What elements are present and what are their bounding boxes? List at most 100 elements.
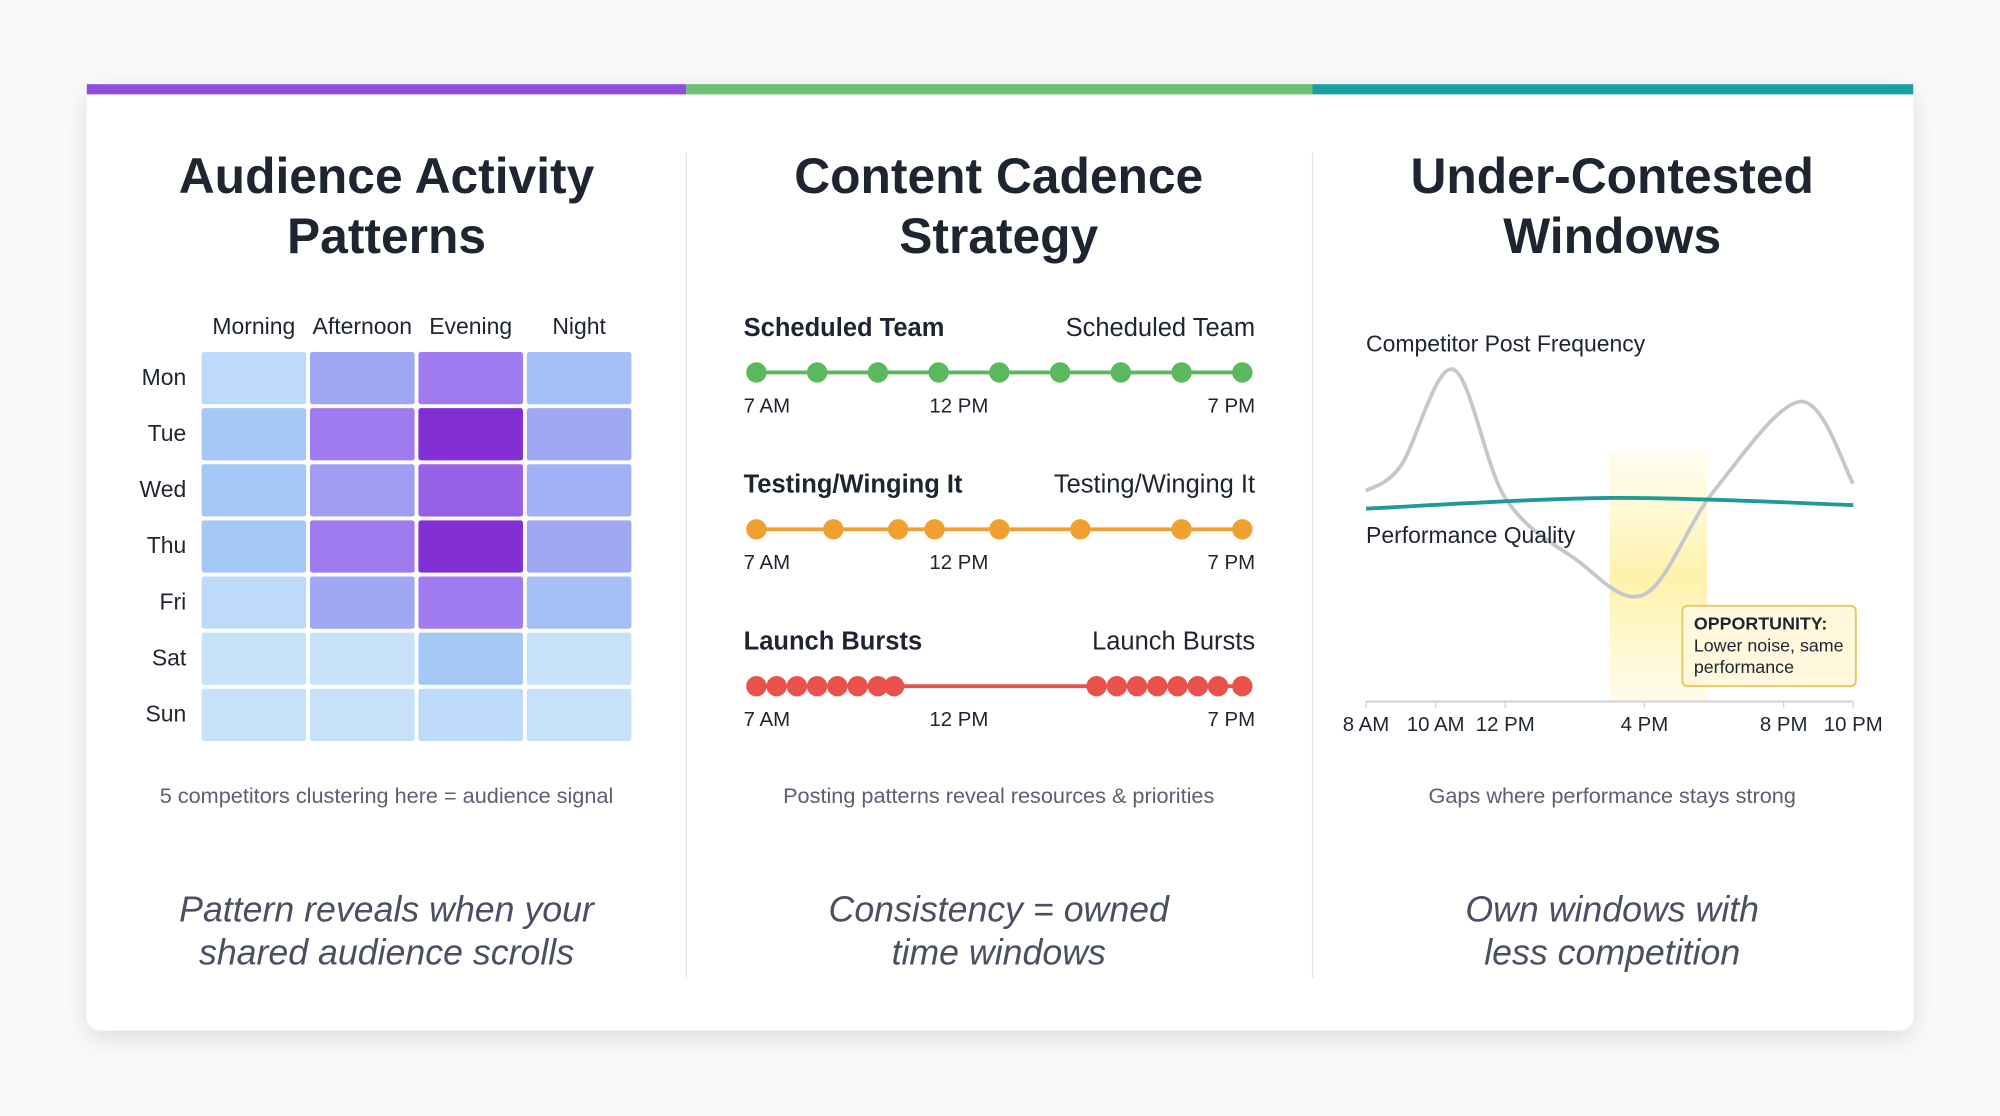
- column-label: Night: [552, 313, 606, 339]
- heat-cell: [201, 520, 307, 573]
- panel-title: Patterns: [287, 208, 486, 264]
- heat-cell: [309, 464, 415, 517]
- post-dot: [1171, 519, 1192, 540]
- post-dot: [1232, 519, 1253, 540]
- heat-cell: [309, 632, 415, 685]
- callout: [1681, 604, 1857, 688]
- takeaway: less competition: [1484, 933, 1740, 973]
- post-dot: [989, 519, 1010, 540]
- column-label: Morning: [212, 313, 295, 339]
- series-label: Competitor Post Frequency: [1366, 331, 1646, 357]
- x-tick-label: 7 PM: [1207, 552, 1255, 574]
- takeaway: Consistency = owned: [829, 889, 1171, 929]
- row-label: Fri: [160, 588, 187, 614]
- post-dot: [883, 675, 905, 697]
- post-dot: [1147, 675, 1168, 697]
- callout-text: Lower noise, same: [1694, 635, 1844, 655]
- panel-title: Strategy: [899, 208, 1098, 264]
- panel-title: Content Cadence: [794, 148, 1203, 204]
- post-dot: [1167, 675, 1188, 697]
- series-label: Launch Bursts: [1092, 628, 1255, 656]
- heat-cell: [418, 464, 523, 517]
- x-tick-label: 12 PM: [929, 709, 988, 731]
- series-label: Launch Bursts: [744, 628, 923, 656]
- x-tick-label: 7 AM: [744, 709, 790, 731]
- heat-cell: [201, 576, 307, 629]
- callout-text: performance: [1694, 657, 1794, 677]
- stripe: [686, 84, 1313, 95]
- post-dot: [806, 362, 828, 383]
- post-dot: [806, 675, 828, 697]
- heat-cell: [526, 408, 632, 461]
- heat-cell: [309, 352, 415, 405]
- post-dot: [1110, 362, 1132, 383]
- x-tick-label: 7 AM: [744, 552, 790, 574]
- heat-cell: [526, 632, 632, 685]
- row-label: Tue: [148, 420, 187, 446]
- heat-cell: [418, 520, 523, 573]
- caption: Gaps where performance stays strong: [1429, 783, 1796, 808]
- takeaway: Own windows with: [1465, 889, 1759, 929]
- series-line: [1364, 367, 1855, 599]
- post-dot: [1086, 675, 1107, 697]
- post-dot: [1232, 675, 1253, 697]
- heat-cell: [201, 464, 307, 517]
- heat-cell: [526, 576, 632, 629]
- row-label: Sun: [145, 701, 186, 727]
- post-dot: [867, 675, 889, 697]
- x-tick-label: 12 PM: [1476, 714, 1535, 736]
- post-dot: [887, 519, 909, 540]
- row-label: Wed: [140, 476, 187, 502]
- x-tick-label: 8 PM: [1760, 714, 1808, 736]
- series-label: Scheduled Team: [744, 314, 945, 342]
- x-tick-label: 10 PM: [1824, 714, 1883, 736]
- post-dot: [1171, 362, 1192, 383]
- takeaway: Pattern reveals when your: [179, 889, 596, 929]
- series-label: Testing/Winging It: [1054, 471, 1255, 499]
- heat-cell: [418, 576, 523, 629]
- callout-text: OPPORTUNITY:: [1694, 614, 1828, 634]
- x-tick-label: 10 AM: [1407, 714, 1465, 736]
- heat-cell: [418, 688, 523, 742]
- panel-title: Windows: [1503, 208, 1721, 264]
- post-dot: [1126, 675, 1148, 697]
- heat-cell: [201, 352, 307, 405]
- heat-cell: [201, 408, 307, 461]
- heat-cell: [526, 464, 632, 517]
- post-dot: [827, 675, 848, 697]
- x-tick-label: 7 AM: [744, 395, 790, 417]
- post-dot: [1049, 362, 1071, 383]
- card: [86, 84, 1914, 1031]
- heat-cell: [201, 632, 307, 685]
- post-dot: [924, 519, 945, 540]
- x-tick-label: 7 PM: [1207, 709, 1255, 731]
- heat-cell: [418, 408, 523, 461]
- series-line: [1365, 495, 1854, 511]
- heat-cell: [309, 408, 415, 461]
- post-dot: [1070, 519, 1091, 540]
- post-dot: [746, 362, 767, 383]
- takeaway: time windows: [892, 933, 1106, 973]
- series-label: Testing/Winging It: [744, 471, 963, 499]
- heat-cell: [526, 520, 632, 573]
- x-tick-label: 7 PM: [1207, 395, 1255, 417]
- column-label: Evening: [429, 313, 512, 339]
- stripe: [1312, 84, 1914, 95]
- column-label: Afternoon: [313, 313, 412, 339]
- caption: Posting patterns reveal resources & prio…: [783, 783, 1214, 808]
- heat-cell: [418, 632, 523, 685]
- caption: 5 competitors clustering here = audience…: [160, 783, 614, 808]
- post-dot: [786, 675, 808, 697]
- post-dot: [1106, 675, 1128, 697]
- takeaway: shared audience scrolls: [199, 933, 574, 973]
- series-label: Scheduled Team: [1066, 314, 1256, 342]
- post-dot: [1207, 675, 1229, 697]
- heat-cell: [526, 688, 632, 742]
- post-dot: [847, 675, 868, 697]
- x-tick-label: 12 PM: [929, 552, 988, 574]
- heat-cell: [526, 352, 632, 405]
- heat-cell: [309, 520, 415, 573]
- x-tick-label: 8 AM: [1343, 714, 1389, 736]
- post-dot: [1232, 362, 1253, 383]
